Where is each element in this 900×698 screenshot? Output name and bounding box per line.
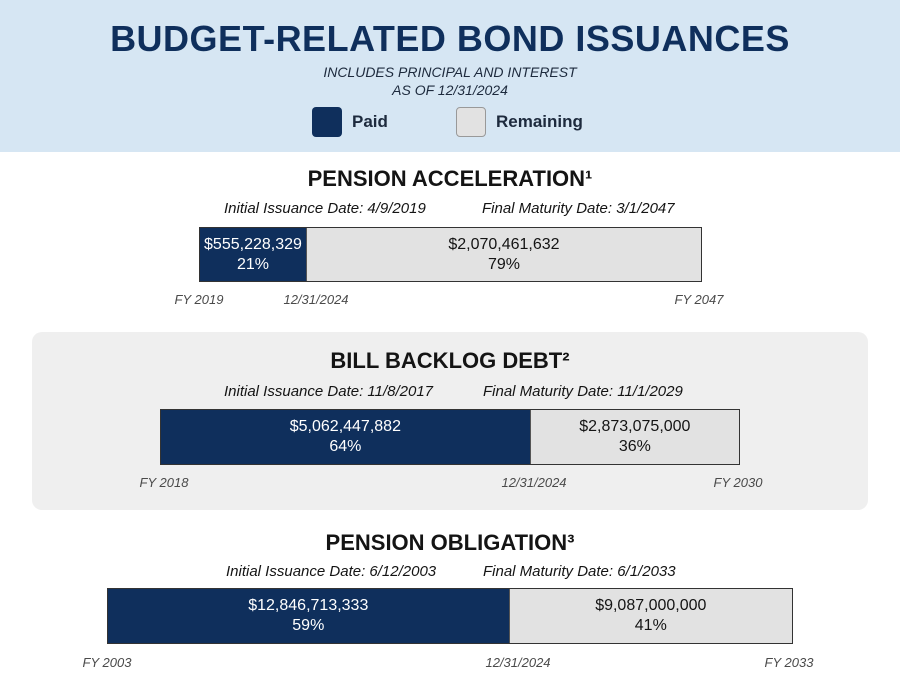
remaining-value-label: $9,087,000,000 xyxy=(595,597,707,614)
stacked-bar: $555,228,329 21% $2,070,461,632 79% xyxy=(199,227,702,282)
initial-issuance-date: Initial Issuance Date: 4/9/2019 xyxy=(224,200,426,217)
paid-value-label: $555,228,329 xyxy=(204,235,302,253)
paid-value-label: $5,062,447,882 xyxy=(289,418,401,435)
legend-paid-label: Paid xyxy=(352,112,388,131)
tick-current: 12/31/2024 xyxy=(485,655,551,670)
paid-value-label: $12,846,713,333 xyxy=(248,597,369,614)
remaining-percent-label: 79% xyxy=(487,255,520,273)
remaining-value-label: $2,070,461,632 xyxy=(448,235,560,253)
paid-percent-label: 64% xyxy=(329,438,362,455)
remaining-segment: $9,087,000,000 41% xyxy=(508,589,792,643)
tick-start: FY 2018 xyxy=(139,475,189,490)
final-maturity-date: Final Maturity Date: 11/1/2029 xyxy=(483,383,683,400)
subtitle-line-2: AS OF 12/31/2024 xyxy=(392,82,508,98)
initial-issuance-date: Initial Issuance Date: 6/12/2003 xyxy=(226,563,437,580)
header-banner: BUDGET-RELATED BOND ISSUANCES INCLUDES P… xyxy=(0,0,900,152)
final-maturity-date: Final Maturity Date: 3/1/2047 xyxy=(482,200,675,217)
remaining-value-label: $2,873,075,000 xyxy=(579,418,691,435)
legend-paid-swatch xyxy=(312,107,342,137)
legend-remaining-label: Remaining xyxy=(496,112,583,131)
tick-end: FY 2047 xyxy=(674,292,724,307)
tick-end: FY 2030 xyxy=(713,475,763,490)
chart-title: BILL BACKLOG DEBT² xyxy=(330,348,570,373)
page-title: BUDGET-RELATED BOND ISSUANCES xyxy=(110,18,790,59)
subtitle-line-1: INCLUDES PRINCIPAL AND INTEREST xyxy=(323,64,577,80)
paid-segment: $555,228,329 21% xyxy=(200,228,306,281)
chart-title: PENSION OBLIGATION³ xyxy=(325,530,575,555)
paid-segment: $12,846,713,333 59% xyxy=(108,589,509,643)
remaining-percent-label: 36% xyxy=(618,438,651,455)
tick-end: FY 2033 xyxy=(764,655,814,670)
legend-remaining: Remaining xyxy=(456,107,583,137)
stacked-bar: $5,062,447,882 64% $2,873,075,000 36% xyxy=(160,409,740,465)
paid-segment: $5,062,447,882 64% xyxy=(161,410,530,464)
tick-start: FY 2019 xyxy=(174,292,224,307)
chart-title: PENSION ACCELERATION¹ xyxy=(307,166,593,191)
stacked-bar: $12,846,713,333 59% $9,087,000,000 41% xyxy=(107,588,793,644)
paid-percent-label: 59% xyxy=(292,617,325,634)
tick-start: FY 2003 xyxy=(82,655,132,670)
legend-remaining-swatch xyxy=(456,107,486,137)
remaining-segment: $2,070,461,632 79% xyxy=(305,228,701,281)
initial-issuance-date: Initial Issuance Date: 11/8/2017 xyxy=(224,383,434,400)
paid-percent-label: 21% xyxy=(236,255,269,273)
tick-current: 12/31/2024 xyxy=(283,292,349,307)
tick-current: 12/31/2024 xyxy=(501,475,567,490)
final-maturity-date: Final Maturity Date: 6/1/2033 xyxy=(483,563,676,580)
legend-paid: Paid xyxy=(312,107,388,137)
remaining-percent-label: 41% xyxy=(634,617,667,634)
remaining-segment: $2,873,075,000 36% xyxy=(529,410,739,464)
